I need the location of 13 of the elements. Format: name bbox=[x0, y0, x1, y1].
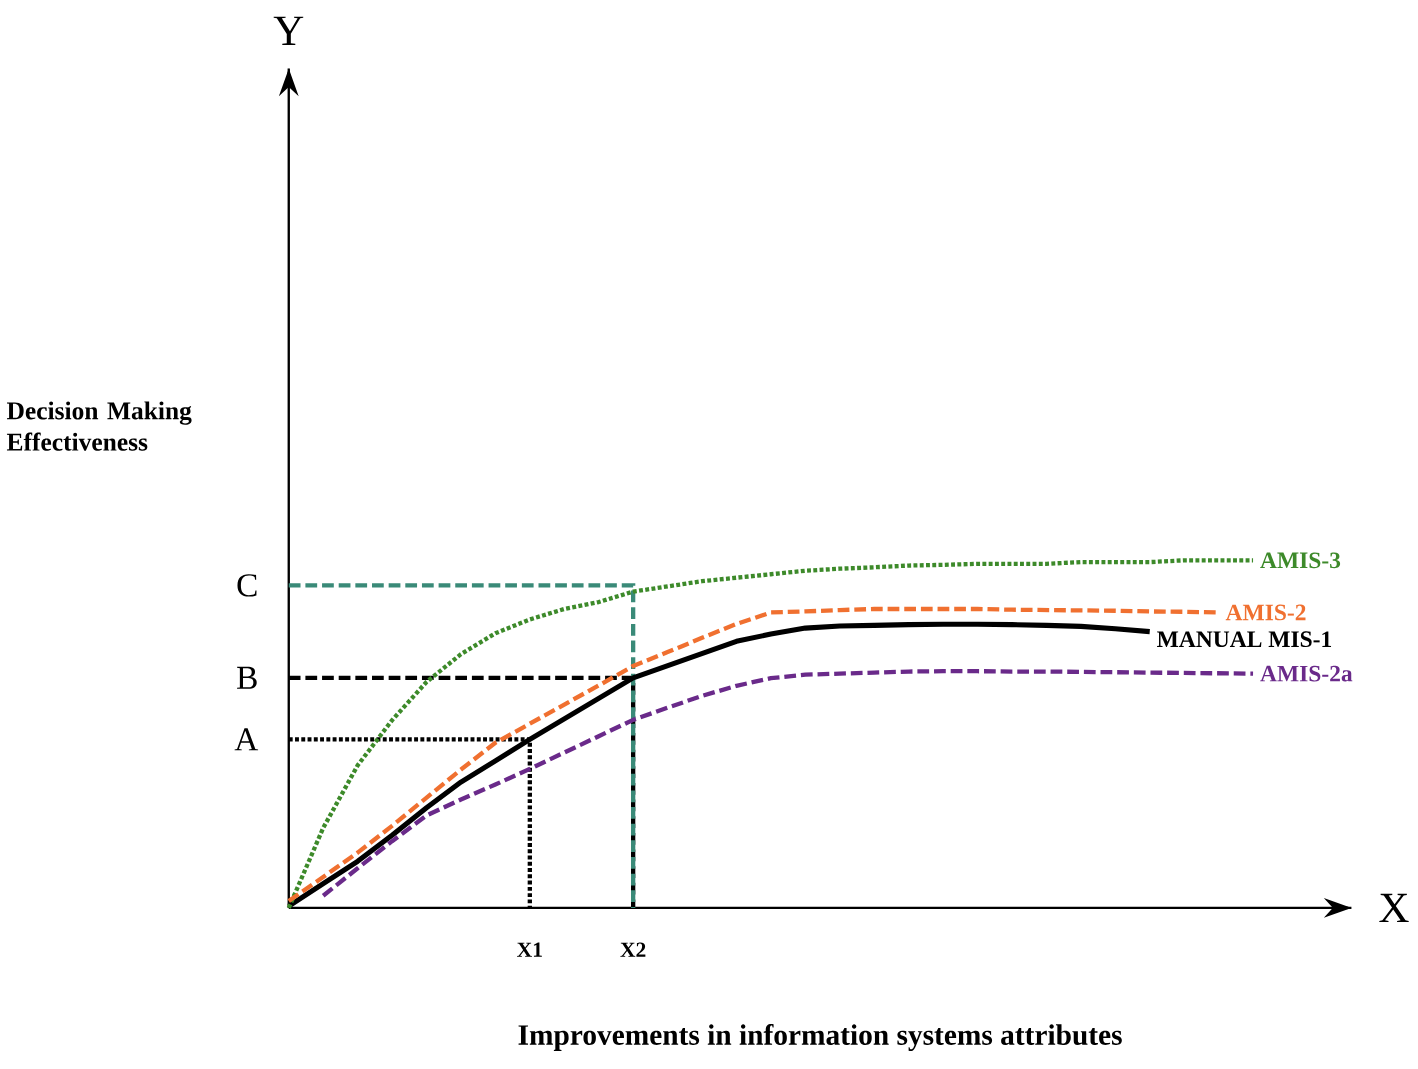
x-tick-label: X1 bbox=[517, 942, 542, 957]
x-axis-title: Improvements in information systems attributes bbox=[518, 1024, 1122, 1052]
series-label: MANUAL MIS-1 bbox=[1157, 631, 1332, 648]
ref-line-label: C bbox=[237, 574, 257, 597]
text: Decision Making Effectiveness bbox=[6, 401, 192, 451]
ref-line-label: A bbox=[234, 728, 259, 751]
series-label: AMIS-2a bbox=[1260, 665, 1353, 682]
series-label: AMIS-3 bbox=[1260, 552, 1341, 569]
ref-line-label: B bbox=[237, 667, 257, 689]
text: Y bbox=[273, 16, 304, 46]
text: X bbox=[1379, 894, 1409, 923]
x-tick-label: X2 bbox=[620, 942, 646, 957]
series-label: AMIS-2 bbox=[1225, 604, 1306, 621]
